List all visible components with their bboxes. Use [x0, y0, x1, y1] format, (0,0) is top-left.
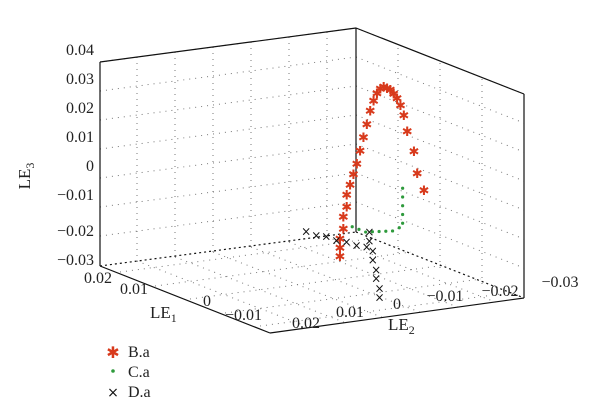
data-point-ba: ✱	[335, 250, 346, 265]
le3-tick-label: 0	[86, 158, 94, 175]
data-point-ca	[401, 221, 405, 225]
data-point-ca	[350, 225, 354, 229]
data-point-ba: ✱	[419, 184, 430, 199]
data-point-da: ×	[374, 290, 384, 304]
grid	[99, 27, 525, 328]
data-point-ba: ✱	[338, 222, 349, 237]
le2-ticks: 0.02 0.01 0 −0.01 −0.02 −0.03	[292, 274, 579, 332]
data-point-ba: ✱	[402, 125, 413, 140]
data-point-ba: ✱	[375, 82, 386, 97]
le1-tick-label: 0.01	[120, 281, 148, 298]
data-point-ba: ✱	[365, 105, 376, 120]
le1-tick-label: −0.01	[225, 307, 262, 324]
data-point-ca	[397, 226, 401, 230]
le1-tick-label: 0.02	[84, 270, 112, 287]
le2-tick-label: −0.01	[426, 288, 463, 305]
data-point-da: ×	[364, 234, 374, 248]
data-point-ba: ✱	[341, 200, 352, 215]
le2-tick-label: 0.02	[292, 315, 320, 332]
data-point-da: ×	[311, 229, 321, 243]
data-points: ✱✱✱✱✱✱✱✱✱✱✱✱✱✱✱✱✱✱✱✱✱✱✱✱✱✱✱✱××××××××××××…	[301, 81, 429, 305]
le1-ticks: 0.02 0.01 0 −0.01	[84, 270, 262, 324]
legend-item-ca: C.a	[111, 364, 150, 381]
data-point-ba: ✱	[412, 167, 423, 182]
legend: ✱ B.a C.a × D.a	[106, 343, 150, 401]
data-point-ba: ✱	[348, 168, 359, 183]
data-point-da: ×	[368, 253, 378, 267]
legend-item-da: × D.a	[107, 384, 151, 401]
data-point-ba: ✱	[392, 92, 403, 107]
data-point-da: ×	[371, 272, 381, 286]
axis-labels: LE3 LE1 LE2	[15, 163, 415, 337]
axes-frame	[99, 27, 525, 334]
data-point-ba: ✱	[361, 118, 372, 133]
le2-axis-label: LE2	[388, 315, 415, 337]
data-point-da: ×	[371, 263, 381, 277]
le3-ticks: 0.04 0.03 0.02 0.01 0 −0.01 −0.02 −0.03	[57, 42, 94, 269]
data-point-ba: ✱	[335, 241, 346, 256]
data-point-da: ×	[321, 230, 331, 244]
legend-label: D.a	[128, 384, 151, 401]
data-point-ba: ✱	[378, 81, 389, 96]
legend-marker-cross: ×	[107, 385, 119, 401]
le2-tick-label: −0.03	[541, 274, 578, 291]
le2-tick-label: −0.02	[481, 283, 518, 300]
data-point-ba: ✱	[355, 144, 366, 159]
data-point-ba: ✱	[338, 211, 349, 226]
data-point-ca	[401, 212, 405, 217]
le3-axis-label: LE3	[15, 163, 37, 190]
legend-marker-asterisk: ✱	[106, 343, 119, 362]
data-point-ba: ✱	[388, 88, 399, 103]
data-point-ba: ✱	[368, 94, 379, 109]
le3-tick-label: 0.01	[66, 129, 94, 146]
data-point-ca	[401, 195, 405, 199]
le2-tick-label: 0	[393, 296, 401, 313]
data-point-ca	[401, 204, 405, 208]
data-point-da: ×	[331, 234, 341, 248]
data-point-da: ×	[374, 282, 384, 296]
le2-tick-label: 0.01	[336, 304, 364, 321]
legend-item-ba: ✱ B.a	[106, 343, 149, 362]
data-point-da: ×	[352, 239, 362, 253]
data-point-da: ×	[364, 225, 374, 239]
le1-tick-label: 0	[203, 293, 211, 310]
le3-tick-label: 0.04	[66, 42, 94, 59]
data-point-ba: ✱	[335, 233, 346, 248]
data-point-da: ×	[368, 244, 378, 258]
data-point-ba: ✱	[398, 109, 409, 124]
legend-marker-dot	[111, 369, 115, 373]
data-point-ba: ✱	[341, 189, 352, 204]
data-point-da: ×	[301, 225, 311, 239]
data-point-ba: ✱	[345, 178, 356, 193]
data-point-ba: ✱	[382, 82, 393, 97]
data-point-ba: ✱	[371, 87, 382, 102]
data-point-ca	[357, 227, 361, 232]
data-point-ba: ✱	[358, 131, 369, 146]
legend-label: B.a	[128, 344, 150, 361]
data-point-ca	[370, 230, 374, 234]
le3-tick-label: 0.03	[66, 71, 94, 88]
data-point-ca	[401, 186, 405, 190]
le3-tick-label: −0.03	[57, 252, 94, 269]
le1-axis-label: LE1	[150, 303, 177, 325]
data-point-ba: ✱	[395, 99, 406, 114]
le3-tick-label: −0.01	[57, 187, 94, 204]
data-point-ca	[377, 229, 381, 234]
data-point-ca	[364, 230, 368, 234]
le3-tick-label: −0.02	[57, 223, 94, 240]
data-point-ba: ✱	[408, 145, 419, 160]
legend-label: C.a	[128, 364, 150, 381]
data-point-ba: ✱	[385, 83, 396, 98]
data-point-ca	[384, 229, 388, 233]
data-point-ba: ✱	[351, 158, 362, 173]
le3-tick-label: 0.02	[66, 100, 94, 117]
data-point-da: ×	[341, 235, 351, 249]
data-point-da: ×	[362, 240, 372, 254]
data-point-ca	[390, 229, 395, 233]
